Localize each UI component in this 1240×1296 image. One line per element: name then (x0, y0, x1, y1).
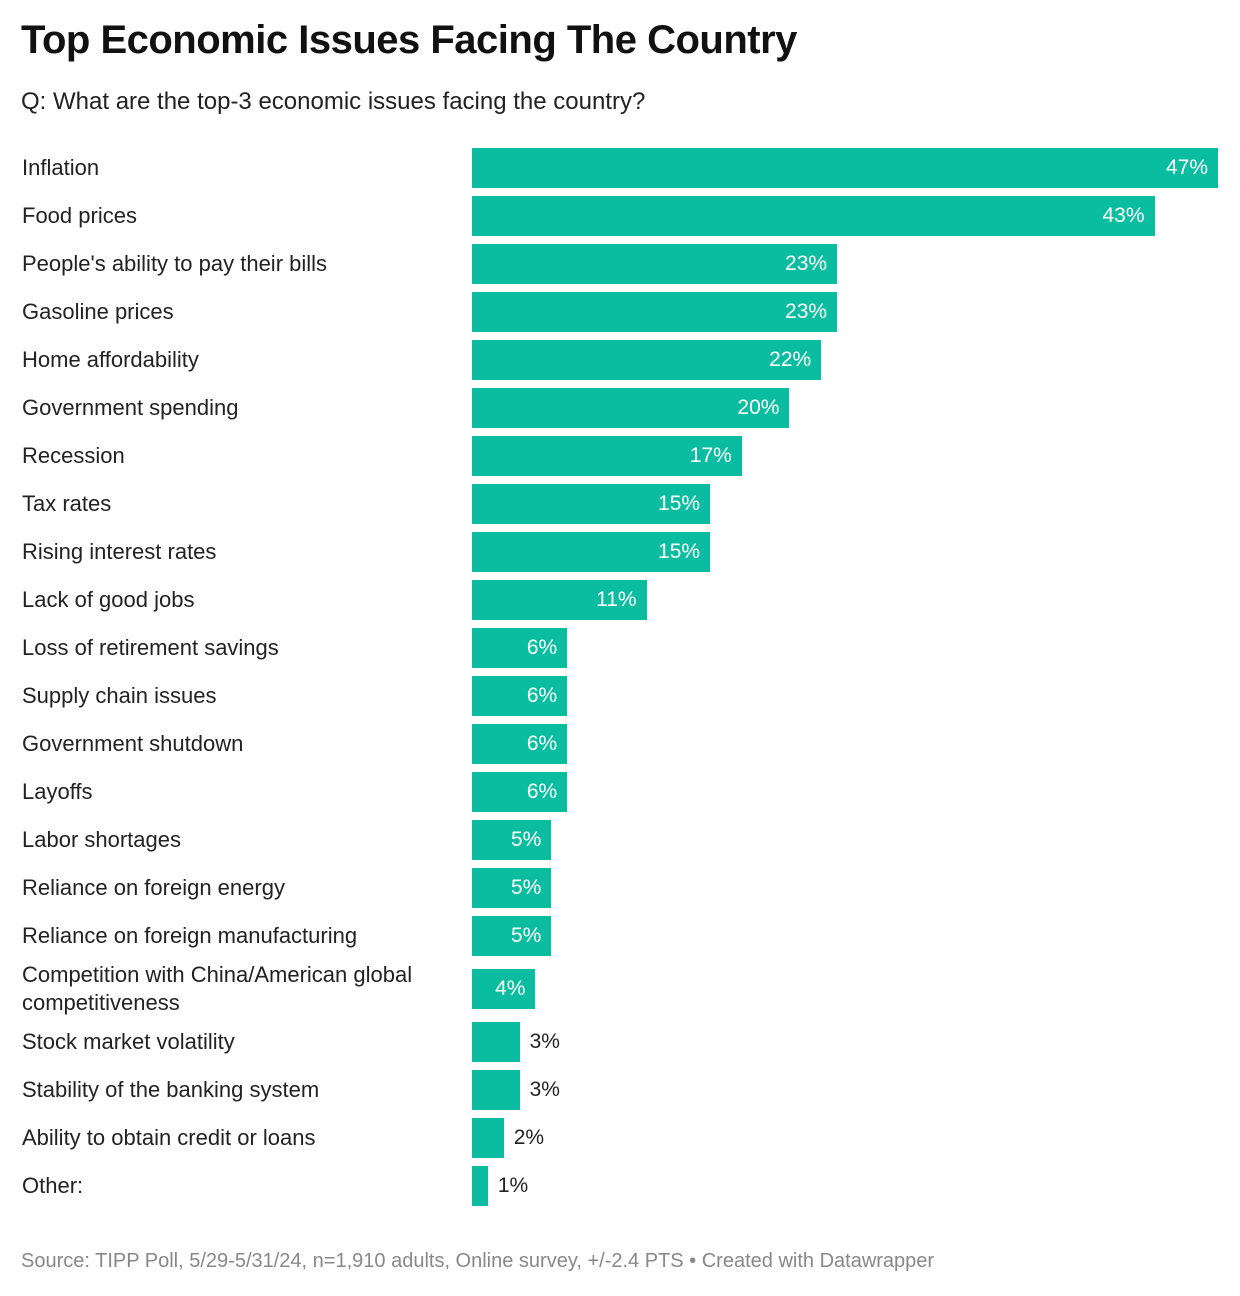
bar (472, 1166, 488, 1206)
value-label: 23% (785, 252, 828, 275)
category-label: Labor shortages (22, 827, 181, 852)
bar (472, 820, 552, 860)
category-label: Ability to obtain credit or loans (22, 1125, 316, 1150)
value-label: 47% (1165, 156, 1208, 179)
value-label: 15% (658, 492, 701, 515)
bar (472, 580, 647, 620)
category-label: Rising interest rates (22, 539, 217, 564)
chart-subtitle: Q: What are the top-3 economic issues fa… (21, 88, 646, 115)
category-label: Food prices (22, 203, 137, 228)
category-label: Loss of retirement savings (22, 635, 279, 660)
category-label: Lack of good jobs (22, 587, 195, 612)
value-label: 15% (658, 540, 701, 563)
value-label: 5% (511, 876, 542, 899)
category-label: Layoffs (22, 779, 93, 804)
value-label: 2% (513, 1126, 545, 1149)
bar-chart: Inflation 47% Food prices 43% People's abili… (0, 140, 1240, 1220)
bar (472, 676, 568, 716)
chart-footer: Source: TIPP Poll, 5/29-5/31/24, n=1,910… (21, 1250, 934, 1273)
bar (472, 969, 536, 1009)
value-label: 1% (497, 1174, 529, 1197)
value-label: 5% (511, 924, 542, 947)
category-label: Reliance on foreign energy (22, 875, 285, 900)
bar (472, 484, 711, 524)
bar (472, 292, 838, 332)
chart-title: Top Economic Issues Facing The Country (21, 18, 797, 62)
category-label: Government spending (22, 395, 239, 420)
category-label: Other: (22, 1173, 84, 1198)
credit-link[interactable]: Created with Datawrapper (701, 1250, 935, 1272)
category-label: Gasoline prices (22, 299, 174, 324)
value-label: 5% (511, 828, 542, 851)
category-label: Recession (22, 443, 125, 468)
category-label: Stock market volatility (22, 1029, 235, 1054)
value-label: 3% (529, 1078, 560, 1101)
bar (472, 1070, 520, 1110)
bar (472, 340, 822, 380)
bar (472, 916, 552, 956)
bar (472, 1022, 520, 1062)
category-label: Tax rates (22, 491, 112, 516)
category-label: Competition with China/American global c… (22, 962, 413, 1015)
bar (472, 628, 568, 668)
value-label: 6% (526, 636, 558, 659)
bar (472, 532, 711, 572)
source-note: Source: TIPP Poll, 5/29-5/31/24, n=1,910… (21, 1250, 684, 1272)
value-label: 3% (529, 1030, 560, 1053)
value-label: 4% (495, 977, 526, 1000)
value-label: 6% (526, 684, 558, 707)
value-label: 20% (737, 396, 780, 419)
category-label: Stability of the banking system (22, 1077, 320, 1102)
bar (472, 724, 568, 764)
bar (472, 388, 790, 428)
value-label: 6% (526, 780, 558, 803)
footer-separator: • (683, 1250, 702, 1272)
value-label: 22% (769, 348, 812, 371)
bar (472, 1118, 504, 1158)
category-label: People's ability to pay their bills (22, 251, 328, 276)
bar (472, 772, 568, 812)
category-label: Government shutdown (22, 731, 244, 756)
value-label: 17% (689, 444, 732, 467)
bar (472, 196, 1155, 236)
value-label: 11% (596, 588, 637, 611)
value-label: 6% (526, 732, 558, 755)
bar (472, 244, 838, 284)
category-label: Inflation (22, 155, 100, 180)
value-label: 43% (1102, 204, 1145, 227)
category-label: Reliance on foreign manufacturing (22, 923, 358, 948)
category-label: Home affordability (22, 347, 199, 372)
bar (472, 148, 1218, 188)
bar (472, 436, 742, 476)
value-label: 23% (785, 300, 828, 323)
bar (472, 868, 552, 908)
category-label: Supply chain issues (22, 683, 217, 708)
